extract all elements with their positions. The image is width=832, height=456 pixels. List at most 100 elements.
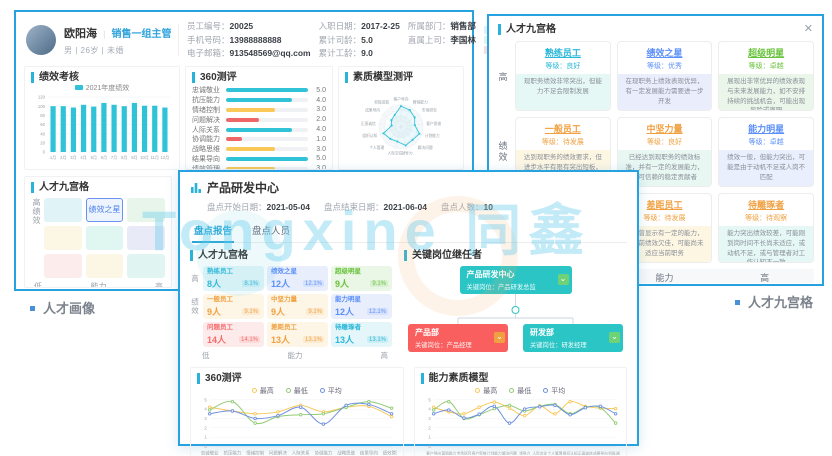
ninebox-cell[interactable] <box>127 225 165 250</box>
eval360-track <box>226 127 308 132</box>
expand-button[interactable]: ⌄ <box>609 331 620 343</box>
field-row: 电子邮箱： 913548569@qq.com <box>187 47 311 61</box>
eval360-label: 绩效管理 <box>192 165 220 170</box>
ninebox-card-description: 能力突出绩效较差，可能刚到岗时间不长尚未适应，或动机不足，或与管理者对工作认知不… <box>719 226 813 262</box>
stat-cell-name: 一般员工 <box>207 296 233 303</box>
svg-text:5: 5 <box>428 397 431 402</box>
org-child-node[interactable]: 产品部 关键岗位：产品经理 ⌄ <box>408 323 508 352</box>
ninebox-definition-card[interactable]: 绩效之星 等级：优秀 在现职务上绩效表现优异，有一定发展能力需要进一步开发 <box>616 41 713 111</box>
ninebox-cell[interactable] <box>85 225 124 250</box>
svg-text:1: 1 <box>204 434 207 439</box>
x-axis-low: 低 <box>34 281 42 288</box>
legend-item[interactable]: 平均 <box>319 386 342 395</box>
svg-text:0: 0 <box>428 444 431 449</box>
ninebox-definition-card[interactable]: 超级明星 等级：卓越 展现出非常优异的绩效表现与未来发展能力，如不安排持续的挑战机会… <box>718 41 814 111</box>
y-axis-label: 绩效 <box>190 297 200 315</box>
tab-inactive[interactable]: 盘点人员 <box>252 225 291 237</box>
stat-cell-percent: 8.1% <box>242 280 260 287</box>
close-icon[interactable]: ✕ <box>803 23 813 35</box>
eval360-row: 人际关系 4.0 <box>192 125 326 135</box>
eval360-bars: 忠诚敬业 5.0 抗压能力 4.0 情绪控制 3.0 问题解决 2.0 人际关系 4.0 协调能力 1… <box>192 86 326 170</box>
svg-text:协调能力: 协调能力 <box>314 449 332 456</box>
ninebox-card-grade: 等级：待发展 <box>541 139 584 146</box>
ninebox-stat-cell[interactable]: 一般员工 9人 9.1% <box>203 293 264 319</box>
eval360-trend-card: 360测评 最高 最低 平均 0 1 2 3 4 5 忠诚敬业 抗压能力 情绪控制 问题解决 人际关系协… <box>190 366 404 456</box>
tab-active[interactable]: 盘点报告 <box>192 220 235 243</box>
ninebox-stat-cell[interactable]: 熟练员工 8人 8.1% <box>203 265 264 291</box>
employee-name: 欧阳海 <box>64 27 97 40</box>
eval360-fill <box>226 166 276 169</box>
eval360-fill <box>226 98 292 103</box>
eval360-track <box>226 137 308 142</box>
y-axis-label: 高 <box>191 273 199 283</box>
ninebox-stat-cell[interactable]: 超级明星 9人 9.1% <box>331 265 392 291</box>
svg-text:80: 80 <box>40 112 45 117</box>
expand-button[interactable]: ⌄ <box>494 331 505 343</box>
svg-text:1月: 1月 <box>50 155 56 160</box>
svg-text:市场研究: 市场研究 <box>456 450 471 455</box>
stat-cell-percent: 9.1% <box>242 308 260 315</box>
svg-text:问题解决: 问题解决 <box>269 449 287 456</box>
field-label: 累计司龄： <box>318 34 362 45</box>
svg-text:领导力: 领导力 <box>401 150 412 155</box>
ninebox-card-grade: 等级：卓越 <box>748 139 784 146</box>
eval360-row: 抗压能力 4.0 <box>192 95 326 105</box>
legend-item[interactable]: 最低 <box>285 386 308 395</box>
legend-item[interactable]: 最低 <box>509 386 531 395</box>
ninebox-definition-card[interactable]: 待雕琢者 等级：待观察 能力突出绩效较差，可能刚到岗时间不长尚未适应，或动机不足，或… <box>718 193 814 263</box>
ninebox-cell[interactable] <box>85 253 124 278</box>
svg-text:3: 3 <box>204 416 207 421</box>
review-meta-item: 盘点开始日期： 2021-05-04 <box>207 201 310 215</box>
ninebox-cell[interactable]: 绩效之星 <box>85 197 124 222</box>
ninebox-card-grade: 等级：良好 <box>545 63 581 70</box>
ninebox-stat-cell[interactable]: 绩效之星 12人 12.1% <box>267 265 328 291</box>
ninebox-stat-cell[interactable]: 待雕琢者 13人 13.1% <box>331 321 392 347</box>
svg-text:2: 2 <box>428 425 431 430</box>
successors-org-chart: 产品研发中心 关键岗位：产品研发总监 ⌄ 产品部 关键岗位：产品经理 ⌄ 研发部 关键岗位：研… <box>404 265 627 360</box>
legend-item[interactable]: 平均 <box>543 386 565 395</box>
ninebox-stats-card: 人才九宫格 高 熟练员工 8人 8.1% 绩效之星 12人 12.1% 超级明星 9人 9.1% 绩… <box>190 249 392 360</box>
svg-text:正直诚信: 正直诚信 <box>577 450 592 455</box>
ninebox-cell[interactable] <box>44 253 82 278</box>
ninebox-card-grade: 等级：卓越 <box>748 63 784 70</box>
legend-item[interactable]: 最高 <box>251 386 274 395</box>
svg-text:绩效管理: 绩效管理 <box>383 449 397 456</box>
org-root-node[interactable]: 产品研发中心 关键岗位：产品研发总监 ⌄ <box>459 265 572 294</box>
ninebox-stat-cell[interactable]: 差距员工 13人 13.1% <box>267 321 328 347</box>
legend-item[interactable]: 最高 <box>475 386 497 395</box>
ninebox-stat-cell[interactable]: 能力明星 12人 12.1% <box>331 293 392 319</box>
ninebox-cell[interactable] <box>127 197 165 222</box>
field-row: 直属上司： 李国林 <box>408 34 476 48</box>
ninebox-cell[interactable] <box>44 197 82 222</box>
ninebox-stat-cell[interactable]: 中坚力量 9人 9.1% <box>267 293 328 319</box>
caption-talent-portrait: 人才画像 <box>30 298 95 317</box>
ninebox-cell[interactable] <box>44 225 82 250</box>
svg-text:0: 0 <box>43 149 46 154</box>
review-meta-item: 盘点结束日期： 2021-06-04 <box>324 201 427 215</box>
stat-cell-percent: 14.1% <box>238 336 260 343</box>
stat-cell-name: 问题员工 <box>207 324 233 331</box>
y-axis-label: 绩效 <box>32 206 41 225</box>
ninebox-card-grade: 等级：良好 <box>646 139 682 146</box>
svg-text:情绪控制: 情绪控制 <box>246 449 264 456</box>
org-child-node[interactable]: 研发部 关键岗位：研发经理 ⌄ <box>523 323 623 352</box>
eval360-value: 3.0 <box>316 106 326 114</box>
y-axis-high: 高 <box>32 197 41 207</box>
eval360-value: 5.0 <box>316 86 326 94</box>
divider <box>178 24 179 57</box>
svg-text:9月: 9月 <box>131 155 137 160</box>
employee-name-row: 欧阳海 | 销售一组主管 <box>64 25 171 41</box>
ninebox-card-name: 中坚力量 <box>646 124 683 134</box>
ninebox-cell[interactable] <box>127 253 165 278</box>
field-row: 累计工龄： 9.0 <box>319 47 400 61</box>
svg-text:120: 120 <box>38 94 46 99</box>
ninebox-stat-cell[interactable]: 问题员工 14人 14.1% <box>203 321 264 347</box>
svg-text:解决问题: 解决问题 <box>502 450 517 455</box>
ninebox-definition-card[interactable]: 能力明星 等级：卓越 绩效一般，但能力突出，可能是由于动机不足或人岗不匹配 <box>718 117 814 187</box>
performance-bar-chart: 0 20 40 60 80 100 120 1月 2月 3月 4月 5月 6月 7月 8月 9月 10月 11月 1… <box>38 94 170 160</box>
expand-button[interactable]: ⌄ <box>557 273 569 285</box>
eval360-label: 人际关系 <box>192 126 220 134</box>
bullet-icon <box>735 300 740 305</box>
employee-header: 欧阳海 | 销售一组主管 男 | 26岁 | 未婚 员工编号： 20025 手机号码… <box>16 12 539 66</box>
ninebox-definition-card[interactable]: 熟练员工 等级：良好 现职务绩效非常突出，但能力不足会限制发展 <box>515 41 611 111</box>
